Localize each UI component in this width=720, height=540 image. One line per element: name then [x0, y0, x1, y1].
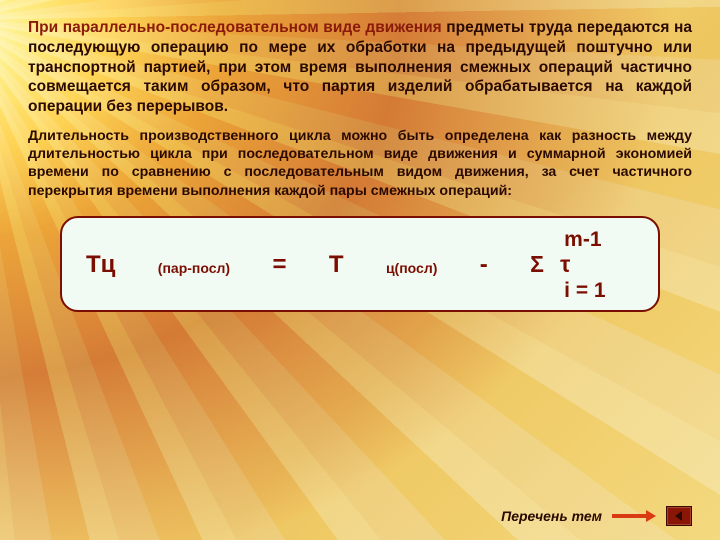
- minus-sign: -: [480, 251, 520, 279]
- arrow-right-icon: [612, 511, 656, 521]
- back-button[interactable]: [666, 506, 692, 526]
- sum-lower-limit: i = 1: [530, 279, 638, 302]
- triangle-left-icon: [673, 510, 685, 522]
- paragraph-intro: При параллельно-последовательном виде дв…: [28, 18, 692, 117]
- formula: m-1 Тц (пар-посл) = Т ц(посл) - Σ τ i = …: [86, 228, 638, 302]
- tau-symbol: τ: [550, 251, 570, 278]
- lead-phrase: При параллельно-последовательном виде дв…: [28, 19, 442, 36]
- footer: Перечень тем: [501, 506, 692, 526]
- sigma-term: Σ τ: [530, 251, 638, 278]
- sum-upper-limit: m-1: [530, 228, 638, 251]
- toc-link[interactable]: Перечень тем: [501, 508, 602, 524]
- lhs-subscript: (пар-посл): [158, 260, 263, 279]
- paragraph-definition: Длительность производственного цикла мож…: [28, 127, 692, 200]
- rhs1-subscript: ц(посл): [386, 260, 470, 279]
- lhs-symbol: Тц: [86, 251, 148, 279]
- sigma-symbol: Σ: [530, 251, 544, 278]
- rhs1-symbol: Т: [329, 251, 376, 279]
- equals-sign: =: [272, 251, 318, 279]
- formula-box: m-1 Тц (пар-посл) = Т ц(посл) - Σ τ i = …: [60, 216, 660, 312]
